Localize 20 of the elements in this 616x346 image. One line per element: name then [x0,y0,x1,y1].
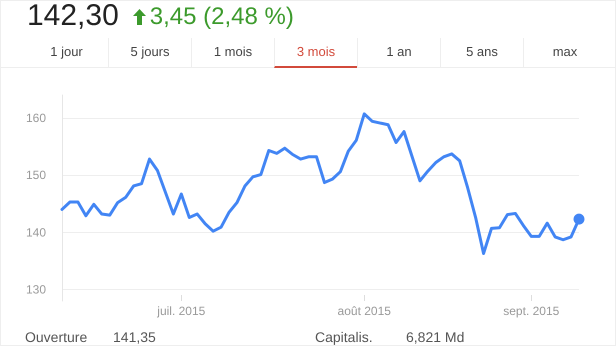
text: 5 ans [440,38,523,68]
y-tick-label: 140 [26,225,46,240]
x-tick-label: juil. 2015 [156,304,206,318]
text: 1 jour [49,43,84,61]
y-tick-label: 150 [26,168,46,182]
chart-subtitle: 3,45 (2,48 %) [150,3,294,31]
x-tick-label: sept. 2015 [503,304,560,318]
text: 1 mois [191,38,274,68]
text: 3 mois [274,38,357,68]
text: Ouverture [25,329,88,345]
chart-title: 142,30 [27,0,119,33]
text: 5 jours [108,38,191,68]
text: max [523,38,606,68]
text: 6,821 Md [406,329,464,345]
text: 141,35 [113,329,156,345]
text: Capitalis. [315,329,373,345]
x-tick-label: août 2015 [338,304,392,318]
text: 1 an [357,38,440,68]
y-tick-label: 130 [26,282,46,297]
y-tick-label: 160 [26,110,46,125]
